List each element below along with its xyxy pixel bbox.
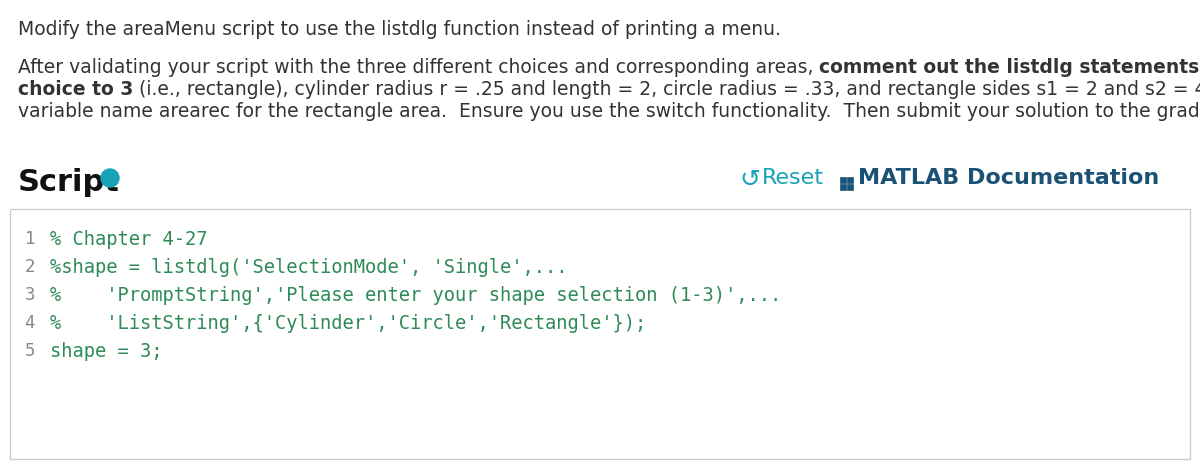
- Text: %    'PromptString','Please enter your shape selection (1-3)',...: % 'PromptString','Please enter your shap…: [50, 286, 781, 304]
- Text: % Chapter 4-27: % Chapter 4-27: [50, 229, 208, 248]
- Text: 1: 1: [24, 229, 35, 248]
- Bar: [10, 209, 1190, 459]
- Text: 3: 3: [24, 286, 35, 303]
- Circle shape: [101, 169, 119, 188]
- Text: comment out the listdlg statements, set shape: comment out the listdlg statements, set …: [820, 58, 1200, 77]
- Text: After validating your script with the three different choices and corresponding : After validating your script with the th…: [18, 58, 820, 77]
- Bar: [840, 178, 846, 184]
- Bar: [840, 185, 846, 190]
- Text: MATLAB Documentation: MATLAB Documentation: [858, 168, 1159, 188]
- Text: Script: Script: [18, 168, 120, 197]
- Text: Reset: Reset: [762, 168, 824, 188]
- Text: 2: 2: [24, 258, 35, 276]
- Text: variable name arearec for the rectangle area.  Ensure you use the switch functio: variable name arearec for the rectangle …: [18, 102, 1200, 121]
- Text: choice to 3: choice to 3: [18, 80, 133, 99]
- Text: Modify the areaMenu script to use the listdlg function instead of printing a men: Modify the areaMenu script to use the li…: [18, 20, 781, 39]
- Text: %shape = listdlg('SelectionMode', 'Single',...: %shape = listdlg('SelectionMode', 'Singl…: [50, 258, 568, 277]
- Text: ↺: ↺: [740, 168, 769, 192]
- Text: (i.e., rectangle), cylinder radius r = .25 and length = 2, circle radius = .33, : (i.e., rectangle), cylinder radius r = .…: [133, 80, 1200, 99]
- Text: %    'ListString',{'Cylinder','Circle','Rectangle'});: % 'ListString',{'Cylinder','Circle','Rec…: [50, 313, 647, 332]
- Bar: [847, 185, 853, 190]
- Bar: [847, 178, 853, 184]
- Text: 4: 4: [24, 313, 35, 331]
- Text: 5: 5: [24, 341, 35, 359]
- Text: shape = 3;: shape = 3;: [50, 341, 162, 360]
- Text: ?: ?: [106, 172, 114, 186]
